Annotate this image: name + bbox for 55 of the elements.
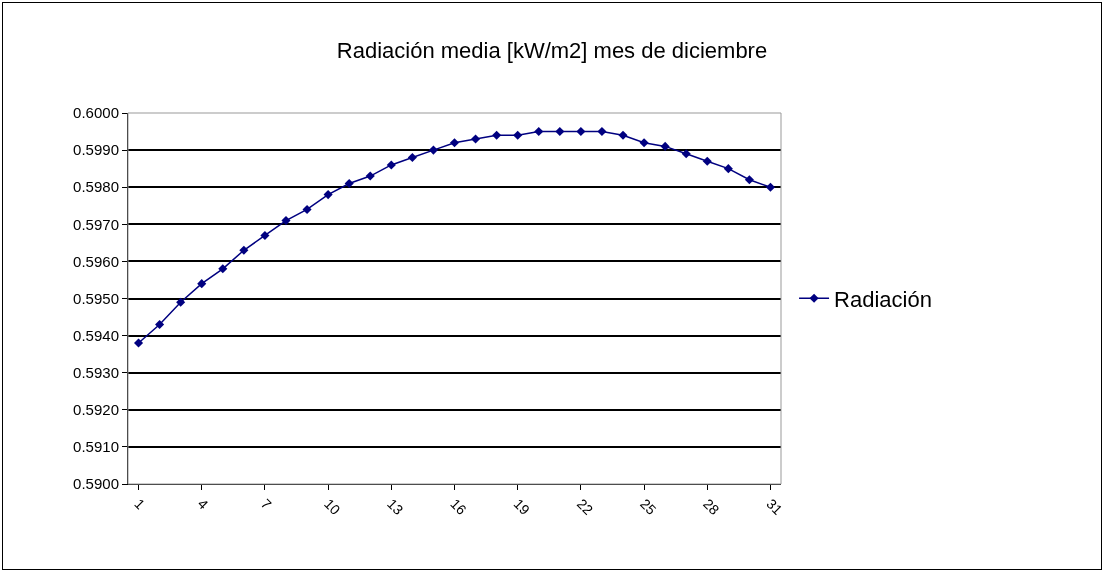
x-tick-label: 28 [700,495,723,519]
point [218,264,228,274]
x-tick-label: 19 [510,495,534,519]
x-tick-label: 13 [384,495,407,519]
y-tick-label: 0.5970 [73,215,119,233]
legend-label: Radiación [834,286,932,312]
y-tick-label: 0.5980 [73,178,119,196]
point [323,190,333,200]
x-tick-label: 4 [194,495,212,513]
point [407,152,417,163]
point [555,127,565,137]
point [681,149,691,159]
x-tick-label: 1 [131,495,149,513]
point [744,175,754,185]
point [449,138,460,148]
y-tick-label: 0.5910 [73,438,119,456]
y-tick-label: 0.5960 [73,252,119,270]
point [492,130,502,140]
point [176,297,186,307]
point [344,178,354,189]
point [302,204,312,215]
point [471,134,481,144]
y-tick-label: 0.5930 [73,363,119,381]
point [618,130,628,140]
point [597,127,607,137]
point [197,279,207,289]
point [534,127,544,137]
y-tick-label: 0.5900 [73,475,119,493]
x-tick-label: 22 [573,495,597,519]
chart-title: Radiación media [kW/m2] mes de diciembre [336,38,768,64]
point [281,216,291,226]
point [702,156,712,166]
x-tick-label: 25 [637,495,660,519]
point [723,164,733,174]
point [428,145,438,155]
point [155,319,165,330]
y-tick-label: 0.5940 [73,326,119,344]
point [660,141,670,151]
point [365,171,375,181]
y-tick-label: 0.5920 [73,401,119,419]
y-tick-label: 0.5990 [73,141,119,159]
x-tick-label: 10 [321,495,344,519]
point [513,130,523,140]
x-tick-label: 7 [257,495,275,513]
point [260,230,270,240]
point [576,127,586,137]
point [386,160,396,170]
point [133,338,144,348]
point [765,182,776,192]
y-tick-label: 0.5950 [73,289,119,307]
point [639,138,649,148]
y-tick-label: 0.6000 [73,104,119,122]
x-tick-label: 31 [763,495,786,519]
point [239,245,249,255]
x-tick-label: 16 [447,495,470,519]
